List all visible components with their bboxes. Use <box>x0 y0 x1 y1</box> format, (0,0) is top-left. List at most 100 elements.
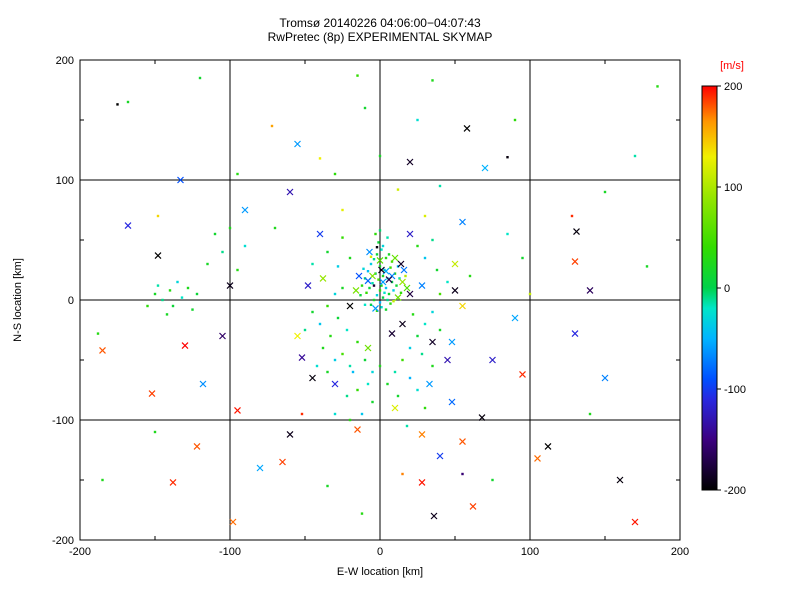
data-point-dot <box>389 302 392 305</box>
data-point-x <box>319 274 327 282</box>
data-point-x <box>364 344 372 352</box>
data-point-x <box>346 302 354 310</box>
data-point-dot <box>377 241 380 244</box>
data-point-dot <box>405 424 409 428</box>
data-point-x <box>400 266 408 274</box>
data-point-dot <box>311 262 314 266</box>
data-point-dot <box>570 214 574 218</box>
data-point-dot <box>359 294 362 297</box>
data-point-x <box>99 346 106 354</box>
x-tick-label: 200 <box>671 546 689 558</box>
data-point-dot <box>387 292 391 296</box>
data-point-x <box>459 302 466 310</box>
data-point-x <box>469 502 477 510</box>
data-point-dot <box>371 282 374 285</box>
data-point-x <box>391 254 399 262</box>
data-point-x <box>124 222 132 230</box>
colorbar <box>701 85 718 491</box>
data-point-dot <box>360 284 364 287</box>
data-point-x <box>229 518 237 526</box>
data-point-dot <box>336 265 340 268</box>
data-point-dot <box>375 253 379 256</box>
data-point-dot <box>176 280 179 284</box>
data-point-dot <box>228 226 232 230</box>
data-point-x <box>177 176 184 184</box>
data-point-dot <box>348 418 352 422</box>
data-point-x <box>448 398 456 406</box>
data-point-dot <box>371 370 374 374</box>
data-point-x <box>418 478 426 486</box>
data-point-dot <box>401 472 404 476</box>
data-point-x <box>226 282 234 290</box>
data-point-dot <box>236 268 239 272</box>
data-point-x <box>406 230 414 238</box>
data-point-x <box>354 426 361 434</box>
data-point-dot <box>363 303 367 306</box>
data-point-dot <box>356 388 359 392</box>
data-point-x <box>459 218 466 226</box>
data-point-dot <box>393 370 397 374</box>
data-point-dot <box>513 118 517 122</box>
data-point-dot <box>378 289 382 292</box>
data-point-dot <box>311 310 314 314</box>
data-point-dot <box>356 74 359 77</box>
data-point-x <box>478 414 486 422</box>
data-point-x <box>352 286 360 294</box>
plot-title: Tromsø 20140226 04:06:00−04:07:43 <box>279 16 481 30</box>
data-point-x <box>631 518 639 526</box>
colorbar-units-label: [m/s] <box>720 60 744 72</box>
data-point-dot <box>416 334 419 338</box>
data-point-dot <box>423 322 427 326</box>
data-point-dot <box>321 346 325 350</box>
data-point-x <box>298 354 306 362</box>
data-point-dot <box>375 309 379 312</box>
data-point-x <box>379 278 387 286</box>
data-point-dot <box>408 346 412 350</box>
data-point-dot <box>318 322 322 326</box>
data-point-x <box>406 158 414 166</box>
data-point-dot <box>431 79 434 82</box>
data-point-x <box>286 188 294 196</box>
x-axis-label: E-W location [km] <box>336 566 424 578</box>
data-point-dot <box>431 238 434 242</box>
data-point-x <box>234 406 241 414</box>
data-point-dot <box>365 291 368 294</box>
data-point-dot <box>333 358 337 362</box>
y-tick-label: -100 <box>52 415 74 427</box>
data-point-dot <box>345 328 349 332</box>
data-point-dot <box>333 172 337 176</box>
data-point-dot <box>375 246 379 249</box>
data-point-dot <box>381 274 385 278</box>
data-point-x <box>376 256 384 264</box>
data-point-dot <box>341 286 344 290</box>
data-point-dot <box>336 316 340 320</box>
data-point-dot <box>360 512 364 515</box>
data-point-dot <box>221 250 224 254</box>
y-tick-label: -200 <box>52 535 74 547</box>
data-point-x <box>429 338 436 346</box>
data-point-x <box>219 332 226 340</box>
data-point-dot <box>171 304 175 308</box>
y-tick-label: 0 <box>68 295 74 307</box>
data-point-dot <box>348 256 352 260</box>
data-point-dot <box>378 265 382 268</box>
data-point-dot <box>333 292 337 296</box>
data-point-dot <box>645 265 649 268</box>
data-point-dot <box>521 256 524 260</box>
data-point-x <box>366 248 373 256</box>
data-point-x <box>406 290 414 298</box>
colorbar-tick-label: -100 <box>724 384 746 396</box>
data-point-dot <box>318 157 322 160</box>
data-point-dot <box>386 382 389 386</box>
data-point-dot <box>408 376 412 380</box>
data-point-dot <box>369 303 373 306</box>
data-point-dot <box>153 292 157 296</box>
x-tick-label: 100 <box>521 546 539 558</box>
data-point-dot <box>633 154 637 158</box>
data-point-x <box>148 390 156 398</box>
data-point-dot <box>378 364 382 368</box>
data-point-dot <box>380 284 383 287</box>
data-point-dot <box>156 284 160 287</box>
y-tick-label: 100 <box>56 175 74 187</box>
data-point-x <box>355 272 363 280</box>
